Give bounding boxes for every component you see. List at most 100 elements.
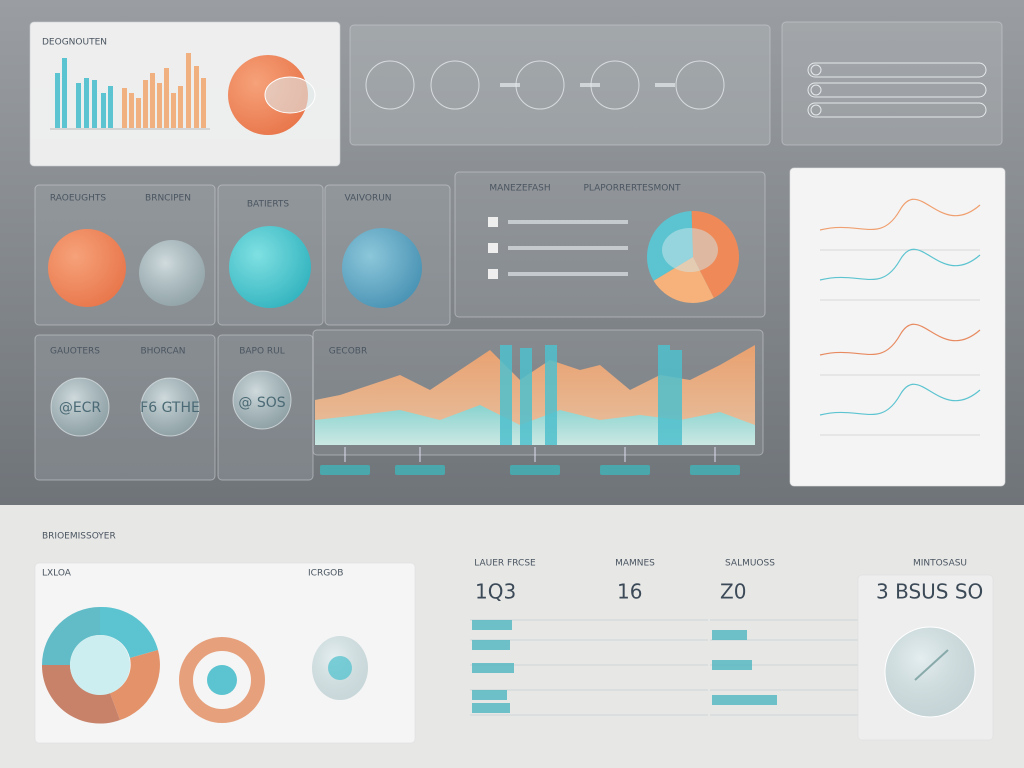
list-dot — [810, 64, 822, 76]
mini-bar — [157, 83, 162, 128]
card-value: @ SOS — [238, 395, 285, 411]
decorations — [29, 21, 1006, 744]
mini-bar — [178, 86, 183, 128]
h-bar — [472, 703, 510, 713]
mini-bar — [108, 86, 113, 128]
list-line — [508, 246, 628, 250]
card-label: BAPO RUL — [239, 347, 285, 357]
h-bar — [712, 695, 777, 705]
panel — [789, 167, 1006, 487]
mini-bar — [76, 83, 81, 128]
checkbox — [488, 217, 498, 227]
stat-value: Z0 — [720, 580, 746, 604]
doc-curve — [819, 383, 981, 416]
card-label: BRNCIPEN — [145, 194, 191, 204]
donut-hole — [70, 635, 130, 695]
panel — [34, 334, 216, 481]
stat-label: MAMNES — [615, 559, 655, 569]
highlight-bar — [500, 345, 512, 445]
doc-curve — [819, 323, 981, 356]
checkbox — [488, 243, 498, 253]
gauge-needle — [914, 649, 949, 681]
list-line — [508, 272, 628, 276]
checkbox — [488, 269, 498, 279]
card-label: VAIVORUN — [344, 194, 391, 204]
ring — [179, 637, 265, 723]
stat-label: SALMUOSS — [725, 559, 775, 569]
header-title: DEOGNOUTEN — [42, 38, 107, 48]
list-line — [508, 220, 628, 224]
glass-dot — [328, 656, 352, 680]
highlight-bar — [670, 350, 682, 445]
mini-bar — [164, 68, 169, 128]
h-bar — [712, 660, 752, 670]
mini-bar — [62, 58, 67, 128]
stat-value: 3 BSUS SO — [876, 580, 983, 604]
card-label: GECOBR — [329, 347, 367, 357]
connector — [580, 83, 600, 87]
stat-value: 1Q3 — [475, 580, 516, 604]
mini-bar — [201, 78, 206, 128]
kpi-circle — [229, 226, 311, 308]
mini-bar — [150, 73, 155, 128]
donut — [42, 607, 100, 665]
card-value: F6 GTHE — [140, 400, 200, 416]
stat-label: LAUER FRCSE — [474, 559, 536, 569]
mini-bar — [55, 73, 60, 128]
glass-circle — [232, 370, 292, 430]
list-row — [807, 82, 987, 98]
card-label: BATIERTS — [247, 200, 290, 210]
mini-bar — [122, 88, 127, 128]
mini-bar — [186, 53, 191, 128]
h-bar — [472, 663, 514, 673]
card-label: GAUOTERS — [50, 347, 100, 357]
h-bar — [472, 640, 510, 650]
tag — [690, 465, 740, 475]
highlight-bar — [545, 345, 557, 445]
donut — [110, 650, 160, 720]
icon-ring — [675, 60, 725, 110]
tag — [510, 465, 560, 475]
highlight-bar — [658, 345, 670, 445]
card-label: BHORCAN — [140, 347, 185, 357]
mini-bar — [194, 66, 199, 128]
h-bar — [472, 620, 512, 630]
doc-curve — [819, 248, 981, 281]
glass-circle — [140, 377, 200, 437]
glass-circle — [50, 377, 110, 437]
panel-title: MANEZEFASH — [489, 184, 550, 194]
h-bar — [712, 630, 747, 640]
area — [315, 405, 755, 445]
icon-ring — [430, 60, 480, 110]
list-dot — [810, 104, 822, 116]
mini-bar — [101, 93, 106, 128]
tag — [600, 465, 650, 475]
donut — [41, 665, 120, 724]
panel — [349, 24, 771, 146]
mini-bar — [136, 98, 141, 128]
kpi-circle — [342, 228, 422, 308]
kpi-circle — [48, 229, 126, 307]
pie-glass — [662, 228, 718, 272]
card-label: RAOEUGHTS — [50, 194, 106, 204]
list-row — [807, 62, 987, 78]
list-row — [807, 102, 987, 118]
kpi-circle — [139, 240, 205, 306]
panel-subtitle: PLAPORRERTESMONT — [583, 184, 681, 194]
mini-bar — [143, 80, 148, 128]
h-bar — [472, 690, 507, 700]
tag — [395, 465, 445, 475]
mini-bar — [129, 93, 134, 128]
gauge — [884, 626, 976, 718]
stat-label: MINTOSASU — [913, 559, 967, 569]
card-value: @ECR — [59, 400, 102, 416]
section-title: BRIOEMISSOYER — [42, 532, 116, 542]
doc-curve — [819, 198, 981, 231]
mini-bar — [171, 93, 176, 128]
highlight-bar — [520, 348, 532, 445]
connector — [655, 83, 675, 87]
tag — [320, 465, 370, 475]
connector — [500, 83, 520, 87]
tab: ICRGOB — [308, 569, 343, 579]
stat-value: 16 — [617, 580, 642, 604]
